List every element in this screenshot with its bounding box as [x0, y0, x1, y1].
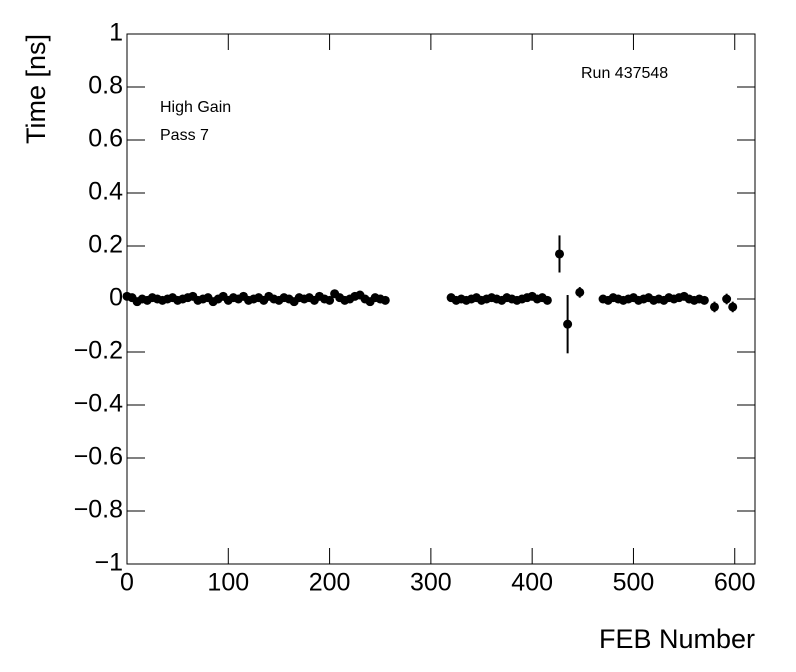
y-tick-label: −0.4: [74, 390, 123, 418]
y-tick-label: −0.8: [74, 496, 123, 524]
data-point: [728, 302, 738, 312]
x-tick-label: 600: [714, 569, 756, 597]
data-point: [563, 319, 573, 329]
data-point: [380, 295, 390, 305]
x-tick-label: 200: [309, 569, 351, 597]
data-point: [555, 249, 565, 259]
y-tick-label: 0.2: [88, 231, 123, 259]
y-tick-label: 0.6: [88, 125, 123, 153]
annotation: Run 437548: [581, 65, 668, 82]
annotation: Pass 7: [160, 127, 209, 144]
y-tick-label: 0: [109, 284, 123, 312]
data-point: [542, 295, 552, 305]
x-tick-label: 0: [120, 569, 134, 597]
data-point: [709, 302, 719, 312]
data-point: [575, 287, 585, 297]
x-tick-label: 100: [207, 569, 249, 597]
annotation: High Gain: [160, 99, 231, 116]
y-tick-label: −1: [94, 549, 123, 577]
y-axis-title: Time [ns]: [21, 34, 51, 144]
y-tick-label: −0.6: [74, 443, 123, 471]
x-tick-label: 400: [511, 569, 553, 597]
data-point: [722, 294, 732, 304]
y-tick-label: 1: [109, 19, 123, 47]
x-tick-label: 300: [410, 569, 452, 597]
y-tick-label: 0.4: [88, 178, 123, 206]
y-tick-label: −0.2: [74, 337, 123, 365]
y-tick-label: 0.8: [88, 72, 123, 100]
data-point: [325, 295, 335, 305]
x-axis-title: FEB Number: [599, 624, 755, 654]
x-tick-label: 500: [613, 569, 655, 597]
data-point: [699, 295, 709, 305]
